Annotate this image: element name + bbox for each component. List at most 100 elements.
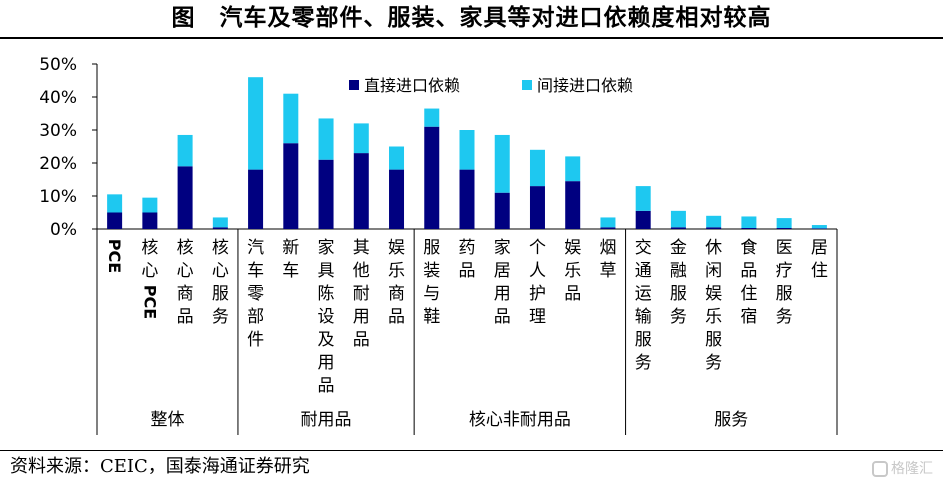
bar-direct [635, 210, 651, 229]
bar-indirect [635, 186, 651, 211]
bar-indirect [776, 218, 792, 229]
bar-direct [389, 169, 405, 229]
watermark-logo-icon [872, 461, 888, 477]
category-label: 个 [529, 238, 546, 258]
group-label: 服务 [714, 410, 748, 430]
bar-indirect [107, 194, 123, 213]
bar-direct [248, 169, 264, 229]
bar-indirect [212, 217, 228, 228]
category-label: 输 [635, 307, 652, 327]
legend-label-indirect: 间接进口依赖 [537, 76, 633, 95]
bar-indirect [459, 130, 475, 170]
category-label: 商 [388, 284, 405, 304]
bar-indirect [318, 118, 334, 160]
group-label: 核心非耐用品 [469, 410, 571, 430]
category-label: 他 [353, 261, 370, 281]
category-label: 烟 [599, 238, 616, 258]
category-label: 具 [318, 261, 335, 281]
bar-indirect [670, 210, 686, 228]
category-label: 务 [635, 353, 652, 373]
category-label: 食 [740, 238, 757, 258]
category-label: 与 [423, 284, 440, 304]
bar-direct [494, 192, 510, 229]
category-label: 务 [705, 353, 722, 373]
group-label: 整体 [150, 410, 184, 430]
category-label: 品 [494, 307, 511, 327]
category-label: 草 [599, 261, 616, 281]
category-label: 务 [212, 307, 229, 327]
y-tick-label: 0% [50, 220, 77, 240]
bar-direct [565, 181, 581, 229]
category-label: 药 [459, 238, 476, 258]
category-label: 服 [635, 330, 652, 350]
category-label: 金 [670, 238, 687, 258]
category-label: 宿 [740, 307, 757, 327]
category-label: 汽 [247, 238, 264, 258]
bar-indirect [706, 215, 722, 228]
bar-direct [776, 228, 792, 229]
bar-indirect [248, 77, 264, 170]
bar-indirect [529, 149, 545, 187]
category-label: 品 [318, 376, 335, 396]
y-tick-label: 30% [39, 121, 77, 141]
bar-indirect [283, 93, 299, 144]
category-label: 陈 [318, 284, 335, 304]
category-label: 品 [564, 284, 581, 304]
category-label: 护 [529, 284, 546, 304]
bar-direct [107, 212, 123, 229]
category-label: 融 [670, 261, 687, 281]
category-label: 运 [635, 284, 652, 304]
y-tick-label: 50% [39, 55, 77, 75]
category-label: 品 [459, 261, 476, 281]
title-divider [0, 37, 943, 39]
category-label: 人 [529, 261, 546, 281]
bar-direct [600, 227, 616, 229]
category-label: 部 [247, 307, 264, 327]
bar-indirect [494, 134, 510, 193]
bar-direct [670, 227, 686, 229]
category-label: 用 [494, 284, 511, 304]
category-label: 服 [423, 238, 440, 258]
category-label: 车 [247, 261, 264, 281]
legend-label-direct: 直接进口依赖 [364, 76, 460, 95]
category-label: 用 [318, 353, 335, 373]
category-label: 家 [494, 238, 511, 258]
bar-direct [424, 126, 440, 229]
bar-direct [529, 186, 545, 229]
bar-direct [212, 227, 228, 229]
category-label: 服 [705, 330, 722, 350]
bar-indirect [177, 134, 193, 167]
category-label: 疗 [776, 261, 793, 281]
category-label: PCE [105, 239, 124, 273]
watermark: 格隆汇 [872, 458, 933, 478]
category-label: 务 [776, 307, 793, 327]
source-divider [0, 450, 943, 451]
category-label: 娱 [388, 238, 405, 258]
bar-indirect [424, 108, 440, 127]
category-label: 车 [282, 261, 299, 281]
category-label: 乐 [564, 261, 581, 281]
category-label: 品 [388, 307, 405, 327]
bar-direct [459, 169, 475, 229]
category-label: 服 [212, 284, 229, 304]
y-tick-label: 20% [39, 154, 77, 174]
bar-direct [706, 227, 722, 229]
legend: 直接进口依赖 间接进口依赖 [349, 76, 633, 95]
category-label: 娱 [564, 238, 581, 258]
category-label: 通 [635, 261, 652, 281]
bar-direct [283, 143, 299, 229]
source-note: 资料来源：CEIC，国泰海通证券研究 [10, 456, 310, 477]
bar-direct [811, 228, 827, 229]
legend-swatch-direct [349, 80, 359, 90]
bar-indirect [565, 156, 581, 182]
bar-indirect [811, 225, 827, 229]
category-label: 品 [177, 307, 194, 327]
category-label: 乐 [388, 261, 405, 281]
category-label: 交 [635, 238, 652, 258]
category-label: 心 [212, 261, 229, 281]
category-label: 新 [282, 238, 299, 258]
legend-swatch-indirect [522, 80, 532, 90]
category-label: 医 [776, 238, 793, 258]
